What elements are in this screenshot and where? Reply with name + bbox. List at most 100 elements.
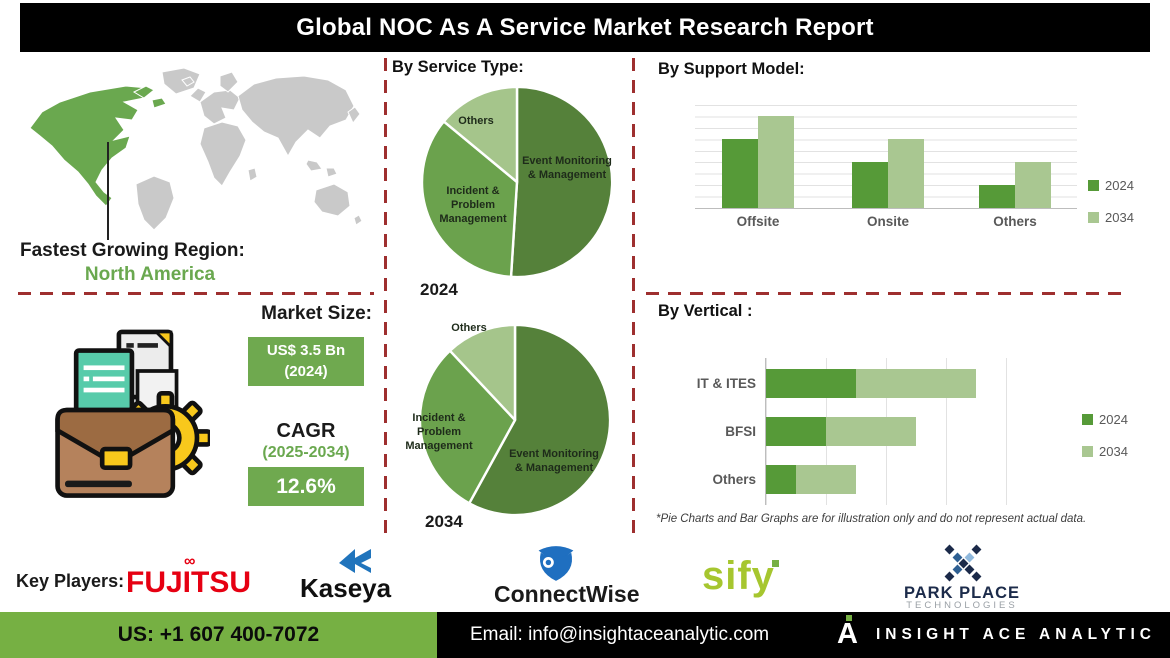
market-size-label: Market Size: bbox=[261, 303, 372, 324]
cagr-label: CAGR bbox=[276, 420, 336, 442]
insight-ace-logo-icon: A bbox=[837, 618, 858, 650]
pie-2024-label-others: Others bbox=[458, 115, 494, 127]
pie-2034-year-label: 2034 bbox=[425, 512, 463, 531]
map-japan bbox=[347, 106, 361, 124]
support-bar-onsite-2024 bbox=[852, 162, 888, 208]
map-sea-islands-1 bbox=[305, 159, 323, 172]
vertical-category-label: Others bbox=[712, 472, 756, 487]
vertical-bar-bfsi-2024 bbox=[766, 417, 826, 446]
support-bar-others-2024 bbox=[979, 185, 1015, 208]
legend-label-2024: 2024 bbox=[1099, 412, 1128, 427]
map-europe bbox=[199, 89, 241, 125]
map-arctic-island-2 bbox=[151, 97, 167, 109]
pie-2024-label-event: Event Monitoring & Management bbox=[522, 155, 612, 181]
support-bar-onsite-2034 bbox=[888, 139, 924, 208]
section-title-vertical: By Vertical : bbox=[658, 302, 753, 320]
chart-footnote: *Pie Charts and Bar Graphs are for illus… bbox=[656, 513, 1087, 525]
logo-connectwise: ConnectWise bbox=[494, 581, 640, 607]
cagr-period: (2025-2034) bbox=[262, 444, 350, 461]
key-players-label: Key Players: bbox=[16, 571, 125, 591]
footer-bar: US: +1 607 400-7072 Email: info@insighta… bbox=[0, 612, 1170, 658]
map-australia bbox=[313, 183, 351, 217]
map-africa bbox=[199, 121, 247, 187]
map-new-zealand bbox=[353, 214, 362, 226]
fujitsu-infinity-icon: ∞ bbox=[184, 553, 196, 570]
vertical-category-label: IT & ITES bbox=[696, 376, 756, 391]
vertical-legend-2024: 2024 bbox=[1082, 412, 1128, 427]
pie-slice-event-monitoring-management bbox=[509, 85, 614, 279]
divider-horizontal-right bbox=[646, 292, 1128, 295]
pie-2024-year-label: 2024 bbox=[420, 280, 458, 299]
sify-dot-icon bbox=[772, 560, 779, 567]
support-bar-offsite-2024 bbox=[722, 139, 758, 208]
section-title-service-type: By Service Type: bbox=[392, 58, 524, 76]
support-bar-others-2034 bbox=[1015, 162, 1051, 208]
support-category-label: Others bbox=[993, 214, 1037, 229]
vertical-category-label: BFSI bbox=[725, 424, 756, 439]
legend-label-2034: 2034 bbox=[1105, 210, 1134, 225]
region-value: North America bbox=[84, 264, 216, 285]
pie-2034-label-event: Event Monitoring & Management bbox=[509, 448, 599, 474]
support-legend-2024: 2024 bbox=[1088, 178, 1134, 193]
pie-2034 bbox=[417, 322, 613, 518]
pie-2034-label-others: Others bbox=[451, 322, 487, 334]
connectwise-owl-icon bbox=[538, 546, 574, 581]
cagr-value-box: 12.6% bbox=[248, 467, 364, 506]
map-madagascar bbox=[247, 167, 258, 182]
vertical-bar-it-ites-2024 bbox=[766, 369, 856, 398]
legend-swatch-2024 bbox=[1088, 180, 1099, 191]
market-size-year: (2024) bbox=[284, 362, 328, 380]
market-size-value-box: US$ 3.5 Bn (2024) bbox=[248, 337, 364, 386]
page-title: Global NOC As A Service Market Research … bbox=[296, 13, 874, 41]
logo-parkplace: PARK PLACE bbox=[903, 584, 1021, 602]
fujitsu-wordmark: FUJITSU bbox=[126, 566, 252, 599]
legend-swatch-2024 bbox=[1082, 414, 1093, 425]
footer-brand: INSIGHT ACE ANALYTIC bbox=[876, 626, 1156, 643]
pie-slice-others bbox=[442, 85, 519, 184]
vertical-bar-others-2024 bbox=[766, 465, 796, 494]
pie-2024 bbox=[419, 84, 615, 280]
legend-label-2034: 2034 bbox=[1099, 444, 1128, 459]
region-label: Fastest Growing Region: bbox=[20, 240, 245, 261]
support-bar-offsite-2034 bbox=[758, 116, 794, 208]
map-sea-islands-2 bbox=[325, 167, 338, 178]
vertical-bar-bfsi-2034 bbox=[826, 417, 916, 446]
briefcase-documents-gear-icon bbox=[55, 329, 210, 498]
map-south-america bbox=[135, 175, 175, 231]
cagr-block: CAGR (2025-2034) bbox=[240, 420, 372, 462]
legend-swatch-2034 bbox=[1088, 212, 1099, 223]
support-plot: Offsite Onsite Others bbox=[695, 105, 1077, 229]
map-uk bbox=[189, 87, 207, 103]
legend-swatch-2034 bbox=[1082, 446, 1093, 457]
vertical-bar-it-ites-2034 bbox=[856, 369, 976, 398]
vertical-plot: IT & ITES BFSI Others bbox=[697, 358, 1007, 505]
logo-sify: sify bbox=[702, 554, 775, 598]
pie-slice-incident-problem-management bbox=[420, 120, 519, 279]
pie-2034-label-incident: Incident & Problem Management bbox=[405, 412, 473, 452]
kaseya-icon bbox=[339, 549, 371, 573]
support-legend-2034: 2034 bbox=[1088, 210, 1134, 225]
region-north-america-highlight bbox=[29, 85, 149, 207]
map-iceland bbox=[181, 76, 195, 87]
map-pointer-line bbox=[107, 142, 109, 240]
fastest-growing-region: Fastest Growing Region: North America bbox=[20, 240, 280, 286]
market-size-value: US$ 3.5 Bn bbox=[266, 342, 346, 360]
map-greenland bbox=[161, 67, 201, 95]
title-banner: Global NOC As A Service Market Research … bbox=[20, 3, 1150, 52]
map-scandinavia bbox=[219, 71, 239, 93]
logo-kaseya: Kaseya bbox=[300, 573, 392, 603]
logo-fujitsu: FUJITSU ∞ bbox=[126, 553, 252, 600]
map-asia bbox=[237, 75, 355, 158]
footer-phone: US: +1 607 400-7072 bbox=[0, 612, 437, 658]
logo-parkplace-sub: TECHNOLOGIES bbox=[906, 600, 1018, 611]
pie-slice-others bbox=[448, 323, 517, 422]
vertical-legend-2034: 2034 bbox=[1082, 444, 1128, 459]
pie-2024-label-incident: Incident & Problem Management bbox=[439, 185, 507, 225]
parkplace-mosaic-icon bbox=[944, 544, 982, 582]
support-category-label: Offsite bbox=[736, 214, 780, 229]
divider-vertical-left bbox=[384, 58, 387, 540]
world-map bbox=[29, 67, 362, 231]
section-title-support-model: By Support Model: bbox=[658, 60, 805, 78]
map-arctic-island-1 bbox=[132, 85, 155, 99]
